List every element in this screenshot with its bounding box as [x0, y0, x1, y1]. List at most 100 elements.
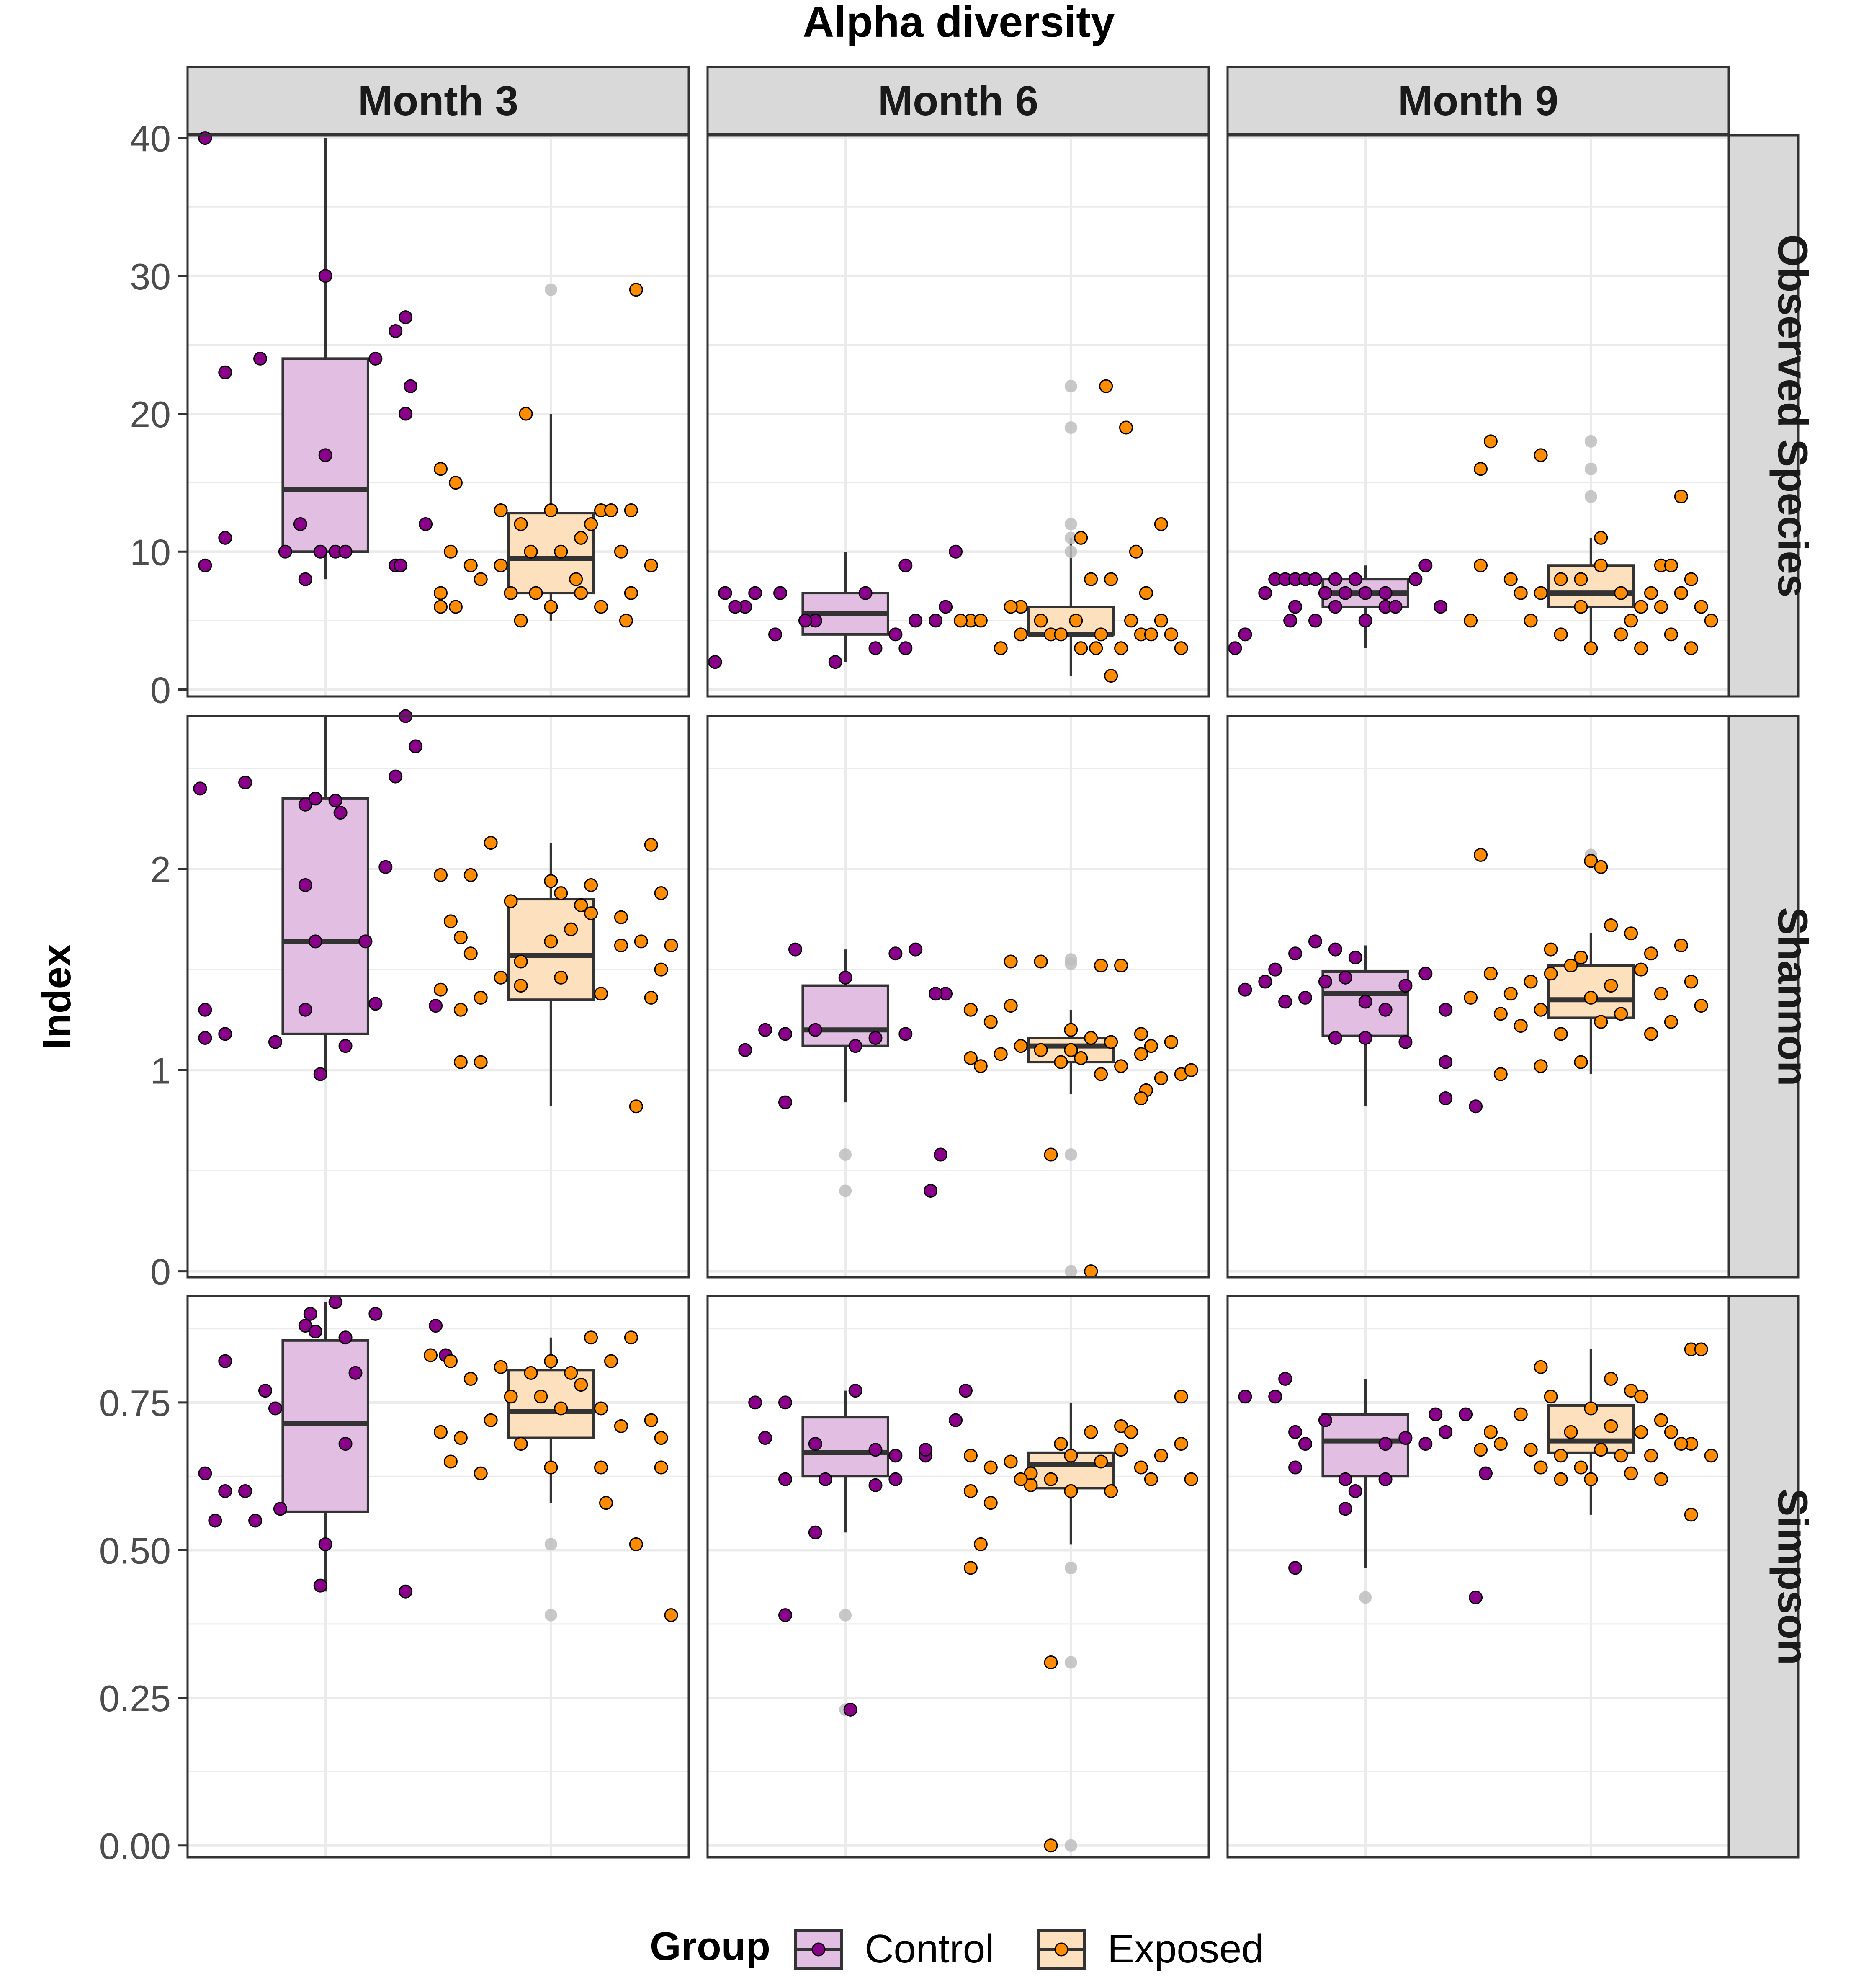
panel-observed-species-month-3-exposed-point [529, 586, 543, 600]
panel-shannon-month-9-control-point [1258, 975, 1272, 989]
panel-observed-species-month-9-exposed-point [1514, 586, 1528, 600]
panel-simpson-month-9 [1226, 1295, 1730, 1859]
panel-shannon-month-3-control-point [218, 1027, 232, 1041]
panel-observed-species-month-9-exposed-point [1674, 490, 1688, 504]
panel-simpson-month-9-control-point [1459, 1407, 1473, 1421]
panel-observed-species-month-6-exposed-point [1174, 641, 1188, 655]
panel-observed-species-month-6-control-point [798, 614, 812, 628]
panel-observed-species-month-3-exposed-point [433, 586, 448, 600]
panel-shannon-month-6-exposed-point [1084, 1264, 1098, 1279]
panel-observed-species-month-9-exposed-point [1634, 641, 1648, 655]
panel-shannon-month-9-control-point [1308, 934, 1322, 949]
panel-simpson-month-6-exposed-point [1044, 1838, 1058, 1853]
panel-shannon-month-9-exposed-point [1684, 975, 1698, 989]
panel-shannon-month-6-exposed-point [1134, 1091, 1148, 1106]
panel-observed-species-month-6-control-point [858, 586, 873, 600]
panel-observed-species-month-6-exposed-point [1124, 614, 1138, 628]
panel-shannon-month-3-control-point [238, 775, 252, 789]
panel-shannon-month-3-exposed-point [453, 1055, 468, 1069]
panel-shannon-month-9-control-point [1278, 995, 1292, 1009]
panel-observed-species-month-9-exposed-point [1554, 572, 1568, 586]
panel-shannon-month-3-control-point [338, 1039, 353, 1053]
panel-shannon-month-6-exposed-point [1104, 1035, 1118, 1049]
legend-key-control [794, 1929, 843, 1970]
panel-simpson-month-6-exposed-point [1184, 1472, 1198, 1486]
panel-observed-species-month-3-exposed-outlier [544, 283, 557, 296]
panel-simpson-month-3-control-point [268, 1401, 282, 1416]
panel-shannon-month-3-exposed-point [564, 922, 578, 936]
panel-simpson-month-6-exposed-point [973, 1537, 988, 1551]
panel-shannon-month-3-exposed-point [594, 987, 608, 1001]
panel-simpson-month-3-exposed-point [624, 1330, 638, 1345]
panel-shannon-month-6-exposed-point [1004, 954, 1018, 969]
panel-observed-species-month-3-exposed-point [574, 531, 588, 545]
panel-shannon-month-3-control-point [298, 1003, 312, 1017]
panel-simpson-month-6-control-point [843, 1702, 857, 1717]
panel-shannon-month-3-control-box [281, 797, 369, 1035]
panel-observed-species-month-9-exposed-box [1547, 564, 1635, 608]
legend-swatch-exposed-point [1054, 1942, 1068, 1957]
panel-observed-species-month-3-control-point [419, 517, 433, 531]
panel-shannon-month-9-exposed-point [1544, 942, 1558, 957]
panel-observed-species-month-9-exposed-point [1503, 572, 1518, 586]
panel-shannon-month-3-exposed-point [463, 946, 478, 961]
panel-shannon-month-9-exposed-point [1594, 860, 1608, 874]
panel-shannon-month-9-exposed-point [1544, 967, 1558, 981]
panel-simpson-month-3-control-point [248, 1514, 263, 1528]
panel-observed-species-month-9-control-point [1238, 627, 1252, 642]
panel-observed-species-month-9-exposed-point [1614, 586, 1628, 600]
panel-simpson-month-6-background [708, 1296, 1209, 1857]
panel-shannon-month-6-control-point [838, 970, 852, 985]
panel-shannon-month-9-control-point [1338, 970, 1352, 985]
panel-observed-species-month-6-control-point [888, 627, 903, 642]
panel-simpson-month-3-exposed-point [554, 1401, 568, 1416]
strip-month-3 [186, 66, 690, 135]
panel-simpson-month-6-control-point [758, 1431, 772, 1445]
panel-shannon-month-3-background [188, 716, 689, 1277]
panel-simpson-month-6-exposed-point [1054, 1437, 1068, 1451]
panel-simpson-month-3-exposed-point [424, 1348, 438, 1362]
panel-simpson-month-6-exposed-point [1124, 1425, 1138, 1439]
strip-label-shannon: Shannon [1769, 907, 1816, 1086]
panel-observed-species-month-9-control-point [1283, 614, 1298, 628]
panel-observed-species-month-9-exposed-point [1654, 600, 1668, 614]
panel-observed-species-month-3-control-point [298, 572, 312, 586]
panel-observed-species-month-9-control-point [1408, 572, 1423, 586]
panel-simpson-month-3-control-point [313, 1578, 327, 1593]
panel-observed-species-month-9-control-point [1308, 614, 1322, 628]
panel-observed-species-month-6-exposed-point [1144, 627, 1158, 642]
panel-observed-species-month-9-exposed-point [1694, 600, 1708, 614]
panel-observed-species-month-9-background [1228, 135, 1729, 696]
panel-simpson-month-9-control-point [1378, 1437, 1393, 1451]
panel-shannon-month-3-control-point [308, 934, 322, 949]
panel-simpson-month-3-y-tick-label: 0.00 [99, 1826, 171, 1867]
panel-observed-species-month-3-exposed-point [504, 586, 518, 600]
panel-simpson-month-3-control-point [348, 1366, 363, 1380]
panel-shannon-month-3-exposed-point [584, 906, 598, 921]
panel-simpson-month-9-exposed-point [1554, 1449, 1568, 1463]
panel-simpson-month-3-exposed-point [584, 1330, 598, 1345]
panel-observed-species-month-6-exposed-point [1089, 641, 1103, 655]
panel-observed-species-month-6-control-point [949, 544, 963, 559]
panel-simpson-month-9-exposed-point [1694, 1342, 1708, 1356]
panel-observed-species-month-9-exposed-point [1634, 600, 1648, 614]
panel-observed-species-month-3-control-point [389, 324, 403, 338]
panel-shannon-month-9-control-point [1378, 1003, 1393, 1017]
panel-shannon-month-6-exposed-outlier [1064, 957, 1077, 970]
panel-simpson-month-6-exposed-point [1134, 1460, 1148, 1475]
panel-observed-species-month-3-exposed-point [644, 558, 658, 572]
panel-simpson-month-6 [706, 1295, 1210, 1859]
panel-shannon-month-6-exposed-point [1134, 1027, 1148, 1041]
panel-simpson-month-6-exposed-point [983, 1496, 998, 1510]
panel-shannon-month-6-exposed-point [1034, 954, 1048, 969]
strip-label-simpson: Simpson [1769, 1488, 1816, 1665]
panel-simpson-month-6-exposed-point [983, 1460, 998, 1475]
panel-observed-species-month-9-exposed-point [1524, 614, 1538, 628]
panel-simpson-month-6-control-point [778, 1395, 793, 1410]
panel-simpson-month-9-control-point [1288, 1561, 1303, 1575]
panel-simpson-month-6-exposed-point [1114, 1419, 1128, 1433]
panel-observed-species-month-6-control-point [929, 614, 943, 628]
panel-observed-species-month-3-exposed-point [433, 600, 448, 614]
panel-simpson-month-3-exposed-point [574, 1378, 588, 1392]
strip-label-month-3: Month 3 [358, 77, 518, 124]
